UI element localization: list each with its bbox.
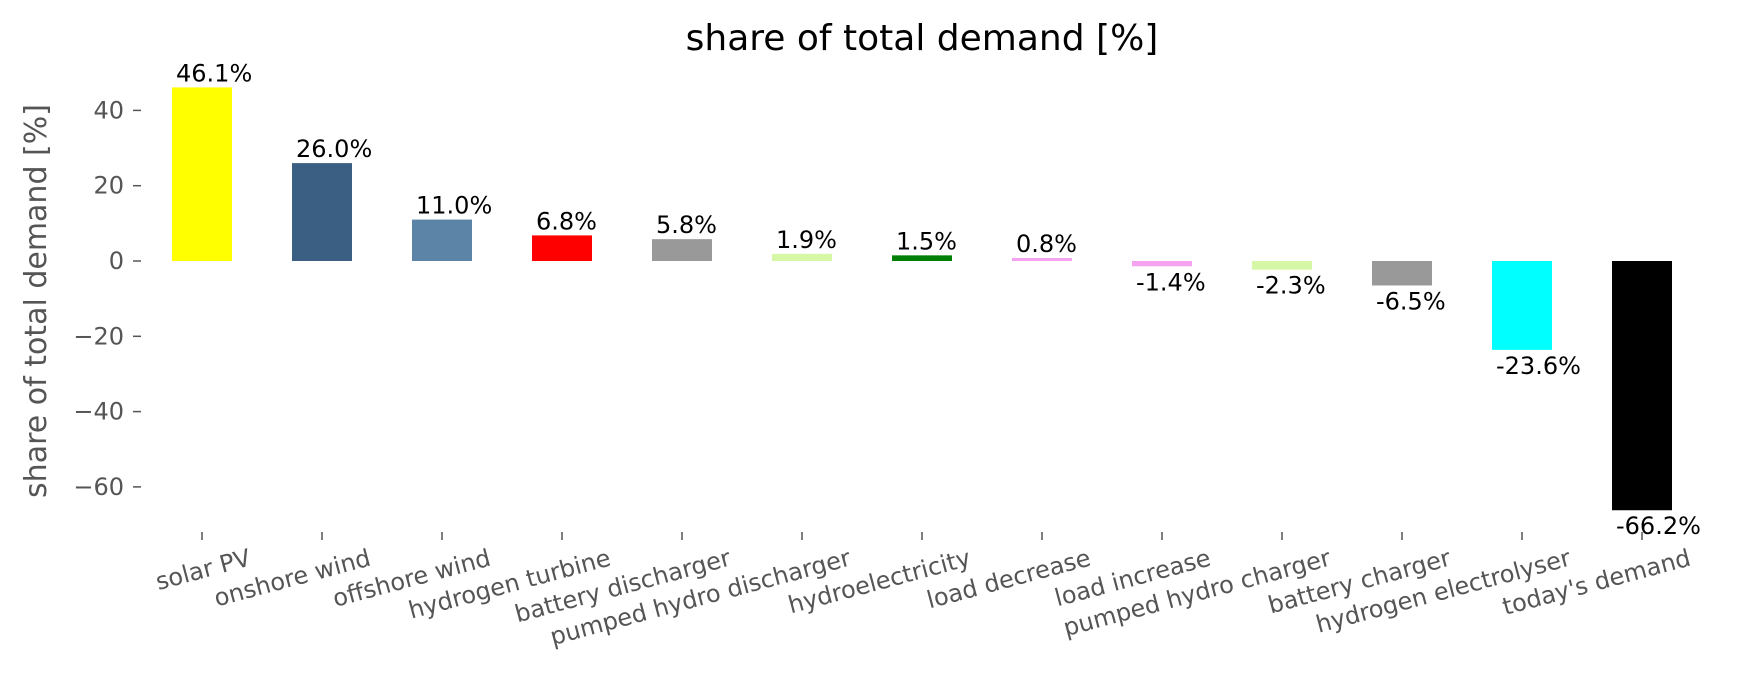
data-label: 0.8% — [1016, 230, 1077, 258]
y-tick-label: 20 — [93, 172, 124, 200]
data-label: 11.0% — [416, 192, 492, 220]
bar — [652, 239, 712, 261]
data-label: 5.8% — [656, 211, 717, 239]
data-label: 1.5% — [896, 227, 957, 255]
bar — [1612, 261, 1672, 511]
data-label: -23.6% — [1496, 352, 1581, 380]
bar — [1132, 261, 1192, 267]
y-tick-label: 40 — [93, 96, 124, 124]
y-axis: 40 20 0 −20 −40 −60 — [73, 96, 141, 501]
data-label: 1.9% — [776, 226, 837, 254]
bar — [1252, 261, 1312, 270]
y-tick-label: 0 — [109, 247, 124, 275]
y-tick-label: −40 — [73, 398, 124, 426]
data-labels: 46.1% 26.0% 11.0% 6.8% 5.8% 1.9% 1.5% 0.8% -1.4%… — [176, 59, 1701, 540]
data-label: 46.1% — [176, 59, 252, 87]
y-tick-label: −60 — [73, 473, 124, 501]
data-label: -1.4% — [1136, 268, 1206, 296]
chart-title: share of total demand [%] — [686, 18, 1159, 59]
data-label: -2.3% — [1256, 272, 1326, 300]
bar — [772, 253, 832, 261]
bar — [1372, 261, 1432, 286]
y-tick-label: −20 — [73, 322, 124, 350]
data-label: -66.2% — [1616, 512, 1701, 540]
data-label: 26.0% — [296, 135, 372, 163]
bar — [172, 87, 232, 261]
bar — [892, 255, 952, 261]
bar — [412, 219, 472, 261]
data-label: -6.5% — [1376, 287, 1446, 315]
bar — [1492, 261, 1552, 350]
y-axis-label: share of total demand [%] — [19, 104, 54, 498]
bar — [1012, 257, 1072, 261]
bar — [532, 235, 592, 261]
bar — [292, 163, 352, 261]
data-label: 6.8% — [536, 207, 597, 235]
bars — [172, 87, 1672, 511]
